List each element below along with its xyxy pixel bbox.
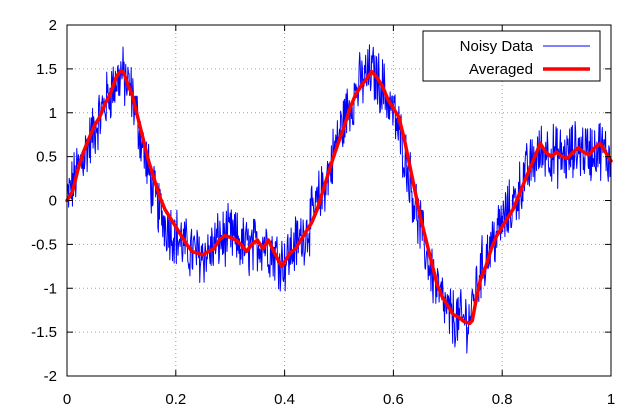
legend-label-noisy-data: Noisy Data (460, 38, 534, 55)
y-tick-label: -2 (44, 368, 57, 385)
series-averaged (65, 68, 613, 326)
x-tick-label: 0.8 (492, 391, 513, 408)
x-tick-label: 0.4 (274, 391, 295, 408)
y-tick-label: 0.5 (36, 149, 57, 166)
x-axis-tick-labels: 0 0.2 0.4 0.6 0.8 1 (63, 391, 615, 408)
series-layer (65, 44, 613, 354)
x-tick-label: 0.2 (165, 391, 186, 408)
legend-box (422, 30, 601, 82)
legend-label-averaged: Averaged (469, 61, 533, 78)
x-tick-label: 1 (607, 391, 615, 408)
y-tick-label: -0.5 (31, 236, 57, 253)
y-tick-label: -1 (44, 280, 57, 297)
legend: Noisy Data Averaged (422, 30, 601, 82)
x-tick-label: 0.6 (383, 391, 404, 408)
series-noisy-data (66, 44, 612, 354)
axis-ticks (66, 24, 612, 377)
y-tick-label: 1.5 (36, 61, 57, 78)
x-tick-label: 0 (63, 391, 71, 408)
y-tick-label: -1.5 (31, 324, 57, 341)
y-tick-label: 2 (49, 17, 57, 34)
y-tick-label: 1 (49, 105, 57, 122)
y-axis-tick-labels: -2 -1.5 -1 -0.5 0 0.5 1 1.5 2 (31, 17, 57, 385)
y-tick-label: 0 (49, 193, 57, 210)
grid (67, 25, 611, 376)
